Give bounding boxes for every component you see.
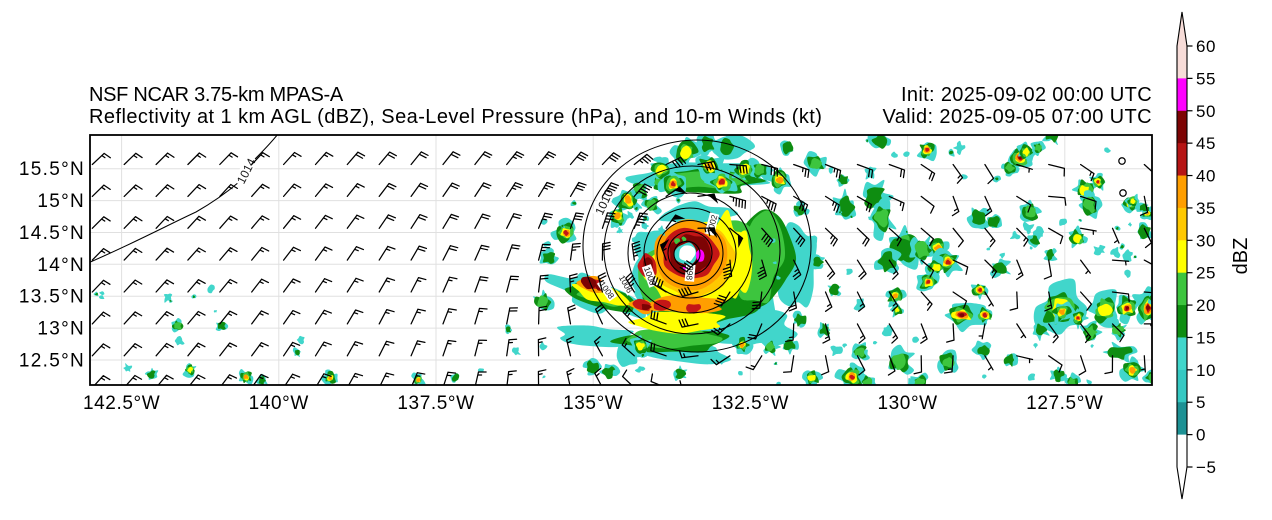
svg-text:130°W: 130°W — [877, 393, 937, 414]
svg-text:0: 0 — [1196, 426, 1206, 445]
svg-text:dBZ: dBZ — [1230, 238, 1252, 275]
svg-text:Valid: 2025-09-05 07:00 UTC: Valid: 2025-09-05 07:00 UTC — [883, 106, 1152, 128]
svg-text:Init: 2025-09-02 00:00 UTC: Init: 2025-09-02 00:00 UTC — [901, 84, 1152, 106]
svg-text:30: 30 — [1196, 231, 1216, 250]
svg-text:15.5°N: 15.5°N — [19, 159, 85, 180]
svg-text:127.5°W: 127.5°W — [1026, 393, 1103, 414]
svg-text:50: 50 — [1196, 102, 1216, 121]
svg-text:60: 60 — [1196, 37, 1216, 56]
svg-text:10: 10 — [1196, 361, 1216, 380]
svg-text:45: 45 — [1196, 134, 1216, 153]
svg-text:−5: −5 — [1196, 458, 1217, 477]
svg-text:35: 35 — [1196, 199, 1216, 218]
svg-text:15: 15 — [1196, 328, 1216, 347]
svg-text:135°W: 135°W — [563, 393, 623, 414]
svg-text:14.5°N: 14.5°N — [19, 223, 85, 244]
svg-text:140°W: 140°W — [249, 393, 309, 414]
svg-text:13.5°N: 13.5°N — [19, 287, 85, 308]
svg-text:998: 998 — [684, 265, 695, 280]
svg-text:40: 40 — [1196, 167, 1216, 186]
svg-text:142.5°W: 142.5°W — [83, 393, 160, 414]
svg-text:13°N: 13°N — [37, 319, 85, 340]
svg-text:15°N: 15°N — [37, 191, 85, 212]
svg-text:14°N: 14°N — [37, 255, 85, 276]
svg-text:137.5°W: 137.5°W — [397, 393, 474, 414]
svg-text:12.5°N: 12.5°N — [19, 351, 85, 372]
svg-text:55: 55 — [1196, 69, 1216, 88]
svg-text:132.5°W: 132.5°W — [712, 393, 789, 414]
svg-text:Reflectivity at 1 km AGL (dBZ): Reflectivity at 1 km AGL (dBZ), Sea-Leve… — [89, 106, 822, 128]
svg-text:25: 25 — [1196, 264, 1216, 283]
svg-text:20: 20 — [1196, 296, 1216, 315]
svg-text:5: 5 — [1196, 393, 1206, 412]
svg-text:NSF NCAR 3.75-km MPAS-A: NSF NCAR 3.75-km MPAS-A — [89, 84, 344, 106]
